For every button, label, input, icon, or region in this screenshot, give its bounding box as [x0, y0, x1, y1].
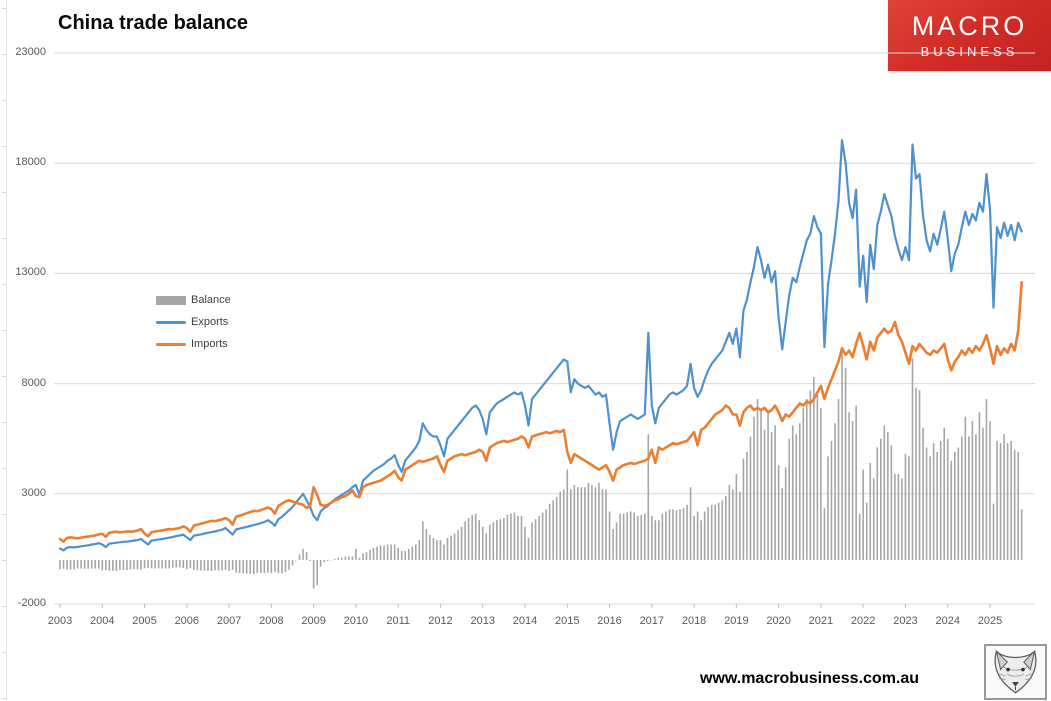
y-tick-label: 18000	[15, 156, 46, 169]
x-tick-label: 2010	[343, 615, 369, 627]
x-tick-label: 2013	[470, 615, 495, 627]
x-tick-label: 2024	[935, 615, 960, 627]
x-tick-label: 2005	[132, 615, 157, 627]
ruler-tick	[2, 606, 7, 607]
website-url: www.macrobusiness.com.au	[700, 670, 920, 687]
ruler-tick	[2, 192, 7, 193]
legend-label: Imports	[191, 338, 228, 350]
left-ruler-edge	[6, 0, 7, 701]
balance-bar-swatch	[156, 295, 186, 305]
ruler-tick	[2, 422, 7, 423]
x-tick-label: 2007	[216, 615, 242, 627]
y-tick-label: 3000	[21, 486, 46, 499]
ruler-tick	[2, 284, 7, 285]
legend-label: Balance	[191, 294, 231, 306]
x-tick-label: 2004	[90, 615, 115, 627]
logo-line1: MACRO	[911, 10, 1028, 41]
legend-item-imports: Imports	[156, 333, 231, 355]
x-tick-label: 2017	[639, 615, 665, 627]
chart-legend: Balance Exports Imports	[156, 289, 231, 355]
x-tick-label: 2008	[259, 615, 284, 627]
macrobusiness-logo: MACRO BUSINESS	[888, 0, 1051, 71]
exports-line-swatch	[156, 320, 186, 324]
x-tick-label: 2003	[47, 615, 73, 627]
logo-line2: BUSINESS	[920, 43, 1019, 59]
x-tick-label: 2025	[977, 615, 1003, 627]
ruler-tick	[2, 652, 7, 653]
x-tick-label: 2012	[428, 615, 453, 627]
legend-item-balance: Balance	[156, 289, 231, 311]
x-tick-label: 2015	[555, 615, 580, 627]
ruler-tick	[2, 146, 7, 147]
y-tick-label: -2000	[17, 597, 46, 609]
ruler-tick	[2, 238, 7, 239]
x-tick-label: 2019	[724, 615, 749, 627]
fox-sketch-icon	[984, 644, 1047, 700]
ruler-tick	[2, 376, 7, 377]
legend-item-exports: Exports	[156, 311, 231, 333]
chart-title: China trade balance	[58, 12, 249, 34]
x-tick-label: 2020	[766, 615, 791, 627]
x-tick-label: 2009	[301, 615, 326, 627]
x-tick-label: 2006	[174, 615, 200, 627]
ruler-tick	[2, 468, 7, 469]
ruler-tick	[2, 560, 7, 561]
x-tick-label: 2022	[850, 615, 876, 627]
x-tick-label: 2021	[808, 615, 834, 627]
x-tick-label: 2023	[893, 615, 918, 627]
ruler-tick	[2, 54, 7, 55]
ruler-tick	[2, 8, 7, 9]
x-tick-label: 2014	[512, 615, 538, 627]
imports-line-swatch	[156, 342, 186, 346]
legend-label: Exports	[191, 316, 229, 328]
ruler-tick	[2, 514, 7, 515]
ruler-tick	[2, 330, 7, 331]
y-tick-label: 13000	[15, 266, 46, 279]
x-tick-label: 2018	[681, 615, 707, 627]
ruler-tick	[2, 698, 7, 699]
x-tick-label: 2011	[386, 615, 410, 627]
y-tick-label: 23000	[15, 46, 46, 58]
ruler-tick	[2, 100, 7, 101]
x-tick-label: 2016	[597, 615, 622, 627]
y-tick-label: 8000	[21, 376, 46, 389]
